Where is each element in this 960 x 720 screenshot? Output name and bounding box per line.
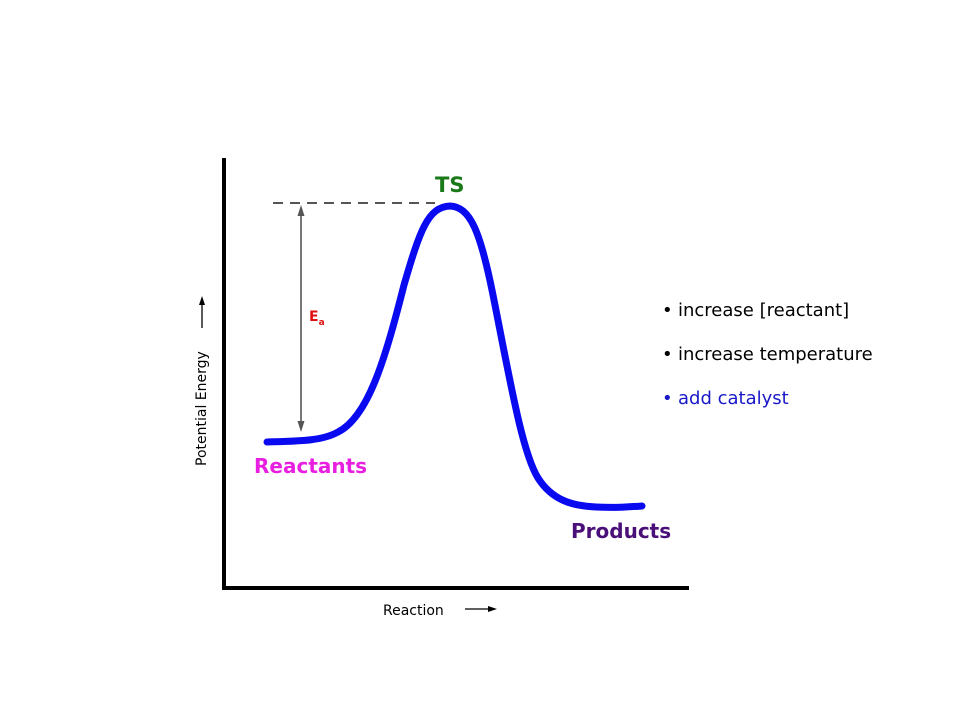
x-axis-label: Reaction [383,603,444,619]
y-axis-label: Potential Energy [194,351,210,466]
reactants-label: Reactants [254,454,367,478]
bullet: • [662,388,673,409]
rate-factors-list: • increase [reactant] • increase temperatu… [662,300,873,432]
energy-curve [263,202,646,511]
x-axis-label-arrow-head [488,606,497,612]
factor-text: increase temperature [678,344,873,365]
factor-text: add catalyst [678,388,789,409]
factor-item-increase-temperature: • increase temperature [662,344,873,366]
factor-item-increase-reactant: • increase [reactant] [662,300,873,322]
products-label: Products [571,519,671,543]
bullet: • [662,300,673,321]
ea-symbol: E [309,309,319,325]
ts-label: TS [435,173,464,197]
factor-item-add-catalyst: • add catalyst [662,388,873,410]
y-axis-label-arrow-head [199,296,205,305]
y-axis-label-group: Potential Energy [194,351,210,466]
ea-arrow-head-bottom [297,421,305,432]
factor-text: increase [reactant] [678,300,850,321]
ea-subscript: a [319,318,325,328]
ea-label: Ea [309,309,325,328]
ea-arrow-head-top [297,205,305,216]
bullet: • [662,344,673,365]
